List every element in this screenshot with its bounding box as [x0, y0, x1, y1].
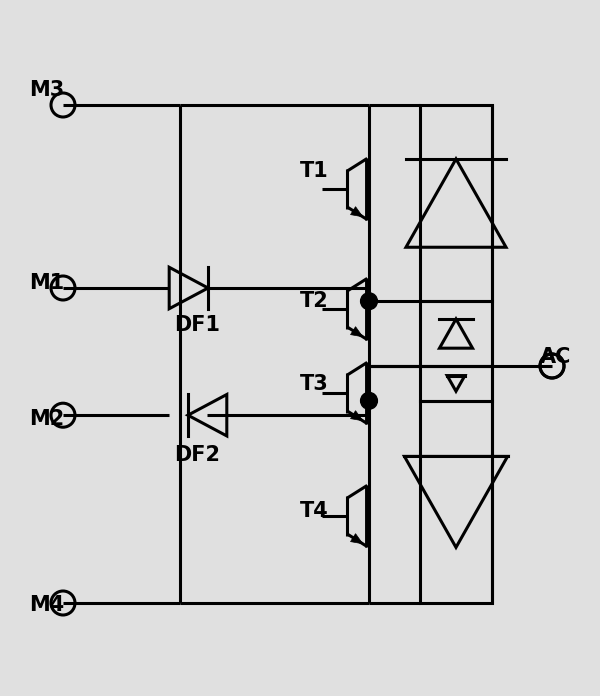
Text: T4: T4 — [300, 501, 329, 521]
Text: DF1: DF1 — [174, 315, 220, 335]
Text: T3: T3 — [300, 374, 329, 394]
Bar — [420, 301, 492, 366]
Text: DF2: DF2 — [174, 445, 220, 465]
Text: M2: M2 — [29, 409, 64, 429]
Text: AC: AC — [540, 347, 571, 367]
Text: M1: M1 — [29, 274, 64, 293]
Polygon shape — [350, 207, 363, 216]
Bar — [420, 105, 492, 301]
Text: T1: T1 — [300, 161, 329, 181]
Bar — [420, 366, 492, 401]
Polygon shape — [350, 411, 363, 421]
Polygon shape — [350, 534, 363, 544]
Text: T2: T2 — [300, 291, 329, 311]
Circle shape — [361, 393, 377, 409]
Text: M4: M4 — [29, 595, 64, 615]
Polygon shape — [350, 326, 363, 337]
Circle shape — [361, 293, 377, 310]
Text: M3: M3 — [29, 80, 64, 100]
Bar — [420, 401, 492, 603]
